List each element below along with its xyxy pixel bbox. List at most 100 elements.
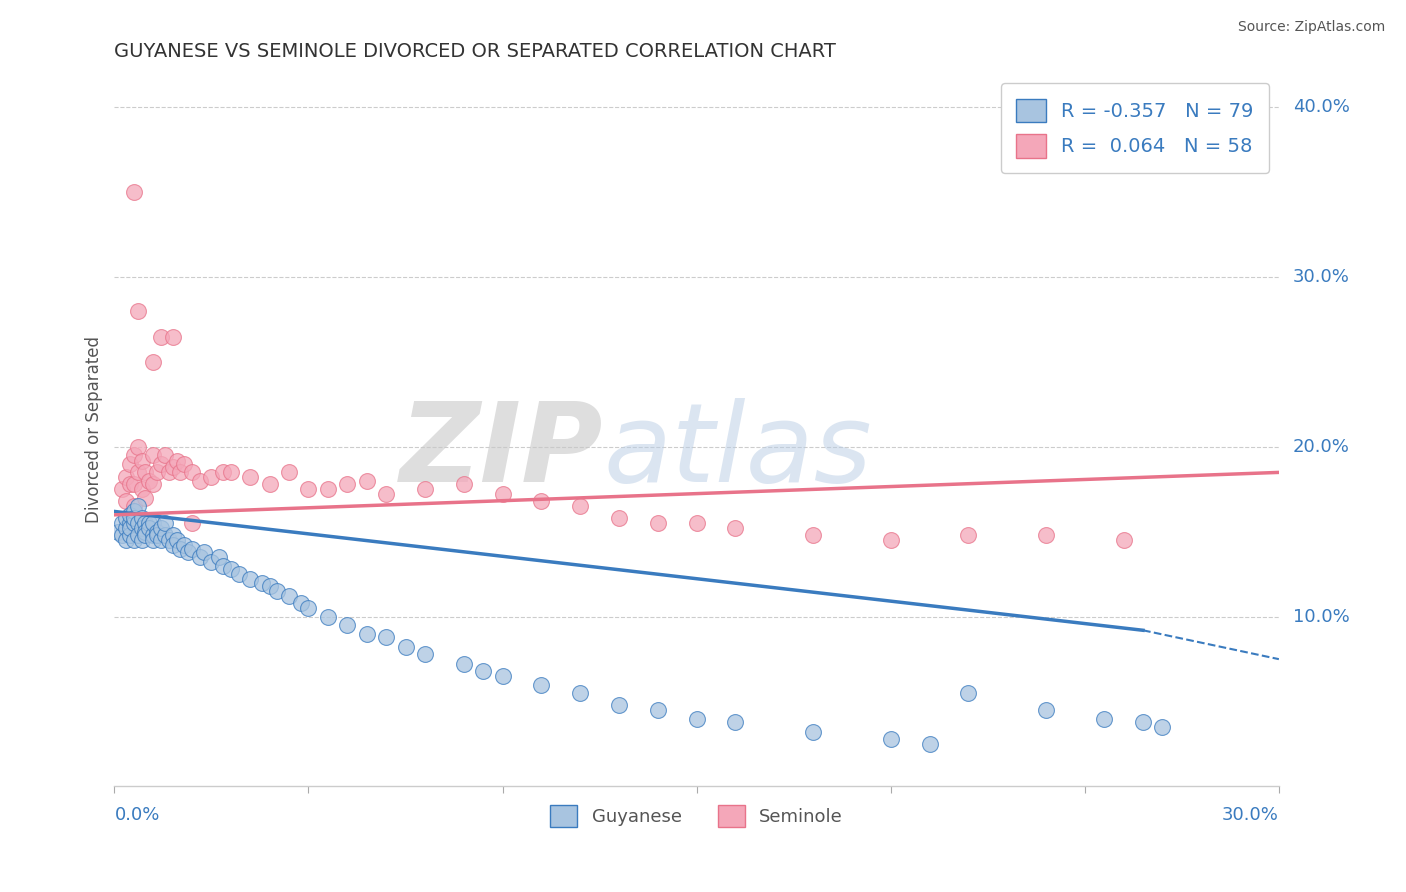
Point [200, 555, 222, 569]
Point [131, 483, 153, 497]
Point [1035, 528, 1057, 542]
Point [157, 466, 180, 480]
Point [162, 460, 184, 475]
Point [181, 516, 204, 531]
Point [115, 470, 138, 484]
Point [530, 678, 553, 692]
Point [336, 618, 359, 632]
Text: 20.0%: 20.0% [1294, 438, 1350, 456]
Point [127, 528, 149, 542]
Point [453, 477, 475, 491]
Point [127, 516, 149, 531]
Point [316, 609, 339, 624]
Point [115, 521, 138, 535]
Point [880, 731, 903, 746]
Point [134, 491, 156, 505]
Point [316, 483, 339, 497]
Point [115, 533, 138, 548]
Text: 40.0%: 40.0% [1294, 98, 1350, 116]
Point [1092, 712, 1115, 726]
Point [647, 703, 669, 717]
Point [153, 528, 176, 542]
Legend: Guyanese, Seminole: Guyanese, Seminole [543, 798, 851, 835]
Point [118, 477, 141, 491]
Point [134, 466, 156, 480]
Point [150, 533, 173, 548]
Point [169, 466, 191, 480]
Point [122, 186, 145, 200]
Point [157, 533, 180, 548]
Point [134, 528, 156, 542]
Point [122, 516, 145, 531]
Point [297, 601, 319, 615]
Point [375, 630, 398, 644]
Point [131, 511, 153, 525]
Point [111, 516, 134, 531]
Text: 10.0%: 10.0% [1294, 607, 1350, 625]
Point [413, 647, 436, 661]
Point [181, 466, 204, 480]
Point [212, 558, 235, 573]
Point [250, 575, 273, 590]
Point [239, 470, 262, 484]
Point [122, 477, 145, 491]
Point [212, 466, 235, 480]
Point [142, 533, 165, 548]
Point [118, 508, 141, 522]
Point [1132, 714, 1154, 729]
Point [146, 466, 169, 480]
Point [188, 474, 211, 488]
Point [685, 712, 707, 726]
Point [685, 516, 707, 531]
Point [530, 494, 553, 508]
Point [150, 457, 173, 471]
Point [118, 521, 141, 535]
Point [153, 516, 176, 531]
Text: atlas: atlas [603, 398, 872, 505]
Point [356, 626, 378, 640]
Point [200, 470, 222, 484]
Point [957, 686, 980, 700]
Point [647, 516, 669, 531]
Point [122, 500, 145, 514]
Point [1035, 703, 1057, 717]
Point [111, 528, 134, 542]
Text: 30.0%: 30.0% [1222, 806, 1279, 824]
Point [118, 457, 141, 471]
Point [122, 504, 145, 518]
Point [118, 528, 141, 542]
Point [134, 524, 156, 539]
Point [491, 669, 513, 683]
Point [131, 521, 153, 535]
Point [219, 466, 242, 480]
Point [127, 500, 149, 514]
Point [188, 550, 211, 565]
Point [1152, 720, 1174, 734]
Point [491, 487, 513, 501]
Point [162, 528, 184, 542]
Point [193, 545, 215, 559]
Point [115, 511, 138, 525]
Point [162, 538, 184, 552]
Point [150, 329, 173, 343]
Point [142, 355, 165, 369]
Point [266, 584, 288, 599]
Point [472, 664, 495, 678]
Point [228, 567, 250, 582]
Point [375, 487, 398, 501]
Point [115, 494, 138, 508]
Point [146, 524, 169, 539]
Point [131, 453, 153, 467]
Y-axis label: Divorced or Separated: Divorced or Separated [86, 336, 103, 524]
Point [569, 500, 592, 514]
Point [724, 714, 747, 729]
Point [356, 474, 378, 488]
Point [173, 538, 195, 552]
Point [107, 524, 129, 539]
Point [134, 516, 156, 531]
Point [153, 449, 176, 463]
Point [131, 533, 153, 548]
Point [122, 511, 145, 525]
Point [142, 449, 165, 463]
Point [880, 533, 903, 548]
